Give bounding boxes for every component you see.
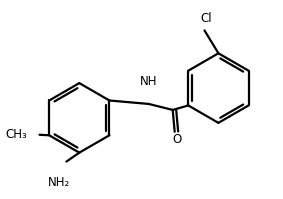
Text: Cl: Cl [201,12,212,25]
Text: NH₂: NH₂ [48,176,70,188]
Text: NH: NH [140,75,158,88]
Text: CH₃: CH₃ [5,128,27,141]
Text: O: O [172,133,181,146]
